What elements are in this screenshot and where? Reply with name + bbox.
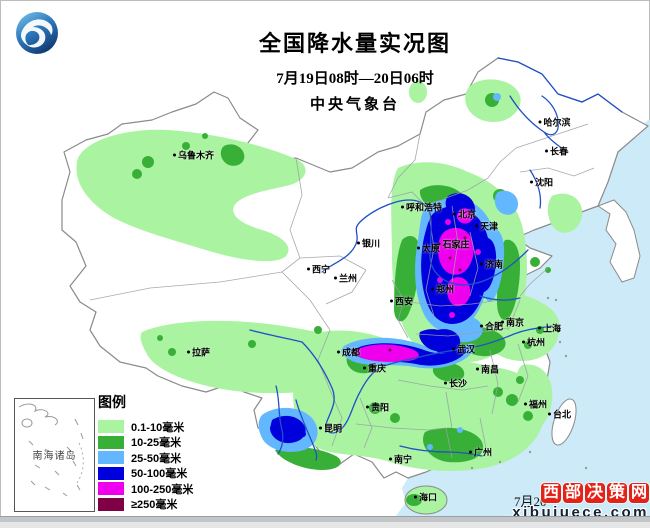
inset-label: 南海诸岛: [32, 451, 77, 462]
legend-item: ≥250毫米: [98, 497, 193, 511]
rain-maroon-layer: [388, 236, 467, 352]
rivers: [249, 57, 623, 461]
ocean: [394, 120, 650, 528]
legend-label: ≥250毫米: [131, 499, 178, 511]
hainan-island: [404, 485, 448, 515]
bottom-date-text: 7月20: [514, 494, 547, 509]
legend-label: 50-100毫米: [131, 468, 188, 480]
map-title: 全国降水量实况图: [258, 31, 451, 56]
legend-label: 100-250毫米: [131, 483, 194, 496]
legend-swatch: [98, 497, 124, 511]
legend-swatch: [98, 451, 124, 464]
watermark-char: 策: [607, 483, 627, 503]
south-china-sea-inset: 南海诸岛: [14, 398, 95, 512]
legend-swatch: [98, 420, 124, 433]
legend-item: 25-50毫米: [98, 451, 193, 465]
legend-label: 10-25毫米: [131, 437, 182, 449]
map-header: 全国降水量实况图 7月19日08时—20日06时 中央气象台: [205, 26, 505, 114]
legend-item: 50-100毫米: [98, 466, 193, 480]
province-borders: [89, 123, 595, 459]
legend-item: 0.1-10毫米: [98, 420, 193, 434]
legend-items: 0.1-10毫米 10-25毫米 25-50毫米 50-100毫米 100-250毫米 ≥…: [98, 420, 193, 511]
inset-islands-graphic: [18, 403, 84, 497]
bottom-frame-bar: [0, 516, 650, 528]
legend-item: 10-25毫米: [98, 435, 193, 449]
legend-swatch: [98, 482, 124, 495]
legend-swatch: [98, 435, 124, 449]
watermark-char: 决: [585, 483, 605, 503]
watermark-char: 网: [629, 483, 649, 503]
taiwan-island: [551, 398, 577, 446]
watermark-char: 部: [563, 483, 583, 503]
map-agency: 中央气象台: [309, 96, 400, 113]
legend-title: 图例: [98, 394, 126, 410]
legend-label: 25-50毫米: [131, 452, 182, 465]
watermark-badge: 西部决策网: [512, 483, 649, 503]
legend-item: 100-250毫米: [98, 482, 194, 496]
watermark-char: 西: [541, 483, 561, 503]
legend-label: 0.1-10毫米: [131, 421, 185, 434]
cma-logo: [13, 9, 61, 57]
korea-outline: [596, 199, 641, 283]
legend-swatch: [98, 466, 124, 480]
legend: 图例 0.1-10毫米 10-25毫米 25-50毫米 50-100毫米 100-250…: [98, 392, 193, 513]
cma-logo-icon: [16, 12, 58, 54]
map-time-range: 7月19日08时—20日06时: [276, 71, 434, 87]
